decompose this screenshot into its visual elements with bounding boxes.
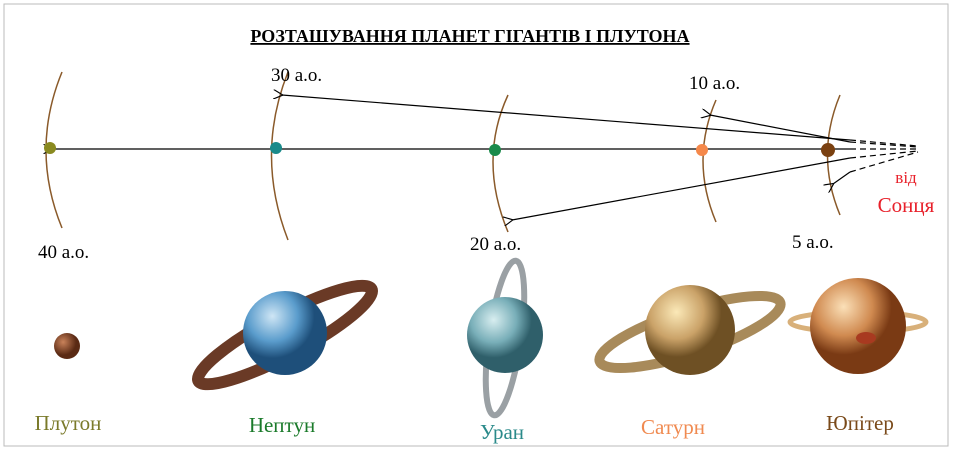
planet-name: Юпітер (826, 411, 894, 435)
saturn-dot (696, 144, 708, 156)
neptune-dot (270, 142, 282, 154)
distance-label: 10 а.о. (689, 73, 740, 94)
planet-name: Уран (480, 420, 524, 444)
sun-label: від (895, 168, 917, 187)
jupiter-dot (821, 143, 835, 157)
arrows (52, 95, 919, 220)
distance-label: 40 а.о. (38, 242, 89, 263)
planet-name: Нептун (249, 413, 315, 437)
planet-images (54, 257, 929, 419)
distance-label: 20 а.о. (470, 234, 521, 255)
title: РОЗТАШУВАННЯ ПЛАНЕТ ГІГАНТІВ І ПЛУТОНА (250, 26, 689, 46)
pluto-dot (44, 142, 56, 154)
sun-label: Сонця (878, 193, 935, 217)
planet-name: Сатурн (641, 415, 705, 439)
planet-name: Плутон (35, 411, 102, 435)
uranus-dot (489, 144, 501, 156)
distance-label: 30 а.о. (271, 65, 322, 86)
frame (3, 3, 949, 447)
distance-label: 5 а.о. (792, 232, 834, 253)
